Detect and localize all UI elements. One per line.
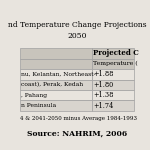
Text: n Peninsula: n Peninsula [21,103,56,108]
Text: , Pahang: , Pahang [21,93,47,98]
Text: +1.74: +1.74 [93,102,114,110]
Bar [92,90,134,101]
Bar [92,48,134,58]
Bar [20,69,92,80]
Text: +1.38: +1.38 [93,91,114,99]
Text: +1.80: +1.80 [93,81,114,89]
Bar [92,69,134,80]
Text: Temperature (: Temperature ( [93,61,138,66]
Bar [92,58,134,69]
Text: 2050: 2050 [67,32,87,40]
Text: Source: NAHRIM, 2006: Source: NAHRIM, 2006 [27,129,127,137]
Text: nd Temperature Change Projections: nd Temperature Change Projections [8,21,146,29]
Text: 4 & 2041-2050 minus Average 1984-1993: 4 & 2041-2050 minus Average 1984-1993 [20,116,137,121]
Bar [20,90,92,101]
Bar [92,100,134,111]
Bar [20,80,92,90]
Text: coast), Perak, Kedah: coast), Perak, Kedah [21,82,83,87]
Bar [92,80,134,90]
Bar [20,100,92,111]
Bar [20,48,92,58]
Text: Projected C: Projected C [93,49,139,57]
Bar [20,58,92,69]
Text: +1.88: +1.88 [93,70,114,78]
Text: nu, Kelantan, Northeast-: nu, Kelantan, Northeast- [21,72,96,77]
